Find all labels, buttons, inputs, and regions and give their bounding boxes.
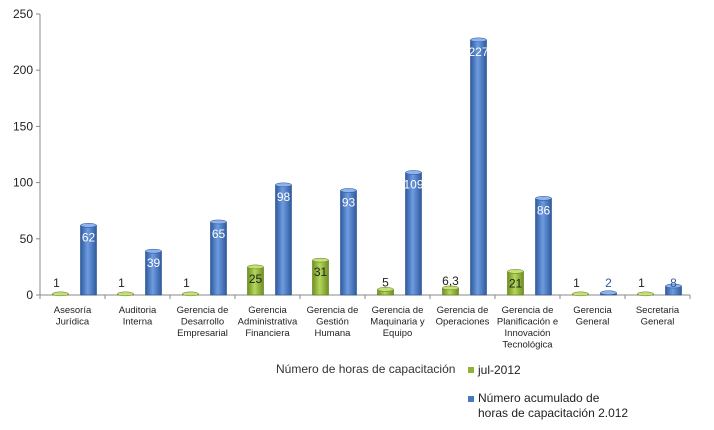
x-category-label: Asesoría Jurídica (54, 305, 92, 328)
x-category-label: Gerencia de Gestión Humana (307, 305, 359, 339)
bar-cap (637, 291, 654, 297)
bar-cap (52, 291, 69, 297)
bar-cap (665, 283, 682, 289)
legend-swatch-jul-2012 (468, 367, 474, 373)
y-tick-label: 250 (13, 7, 33, 21)
data-label: 39 (147, 256, 161, 270)
x-category-label: Gerencia de Maquinaria y Equipo (370, 305, 425, 339)
bar-cap (80, 223, 97, 228)
bar-cap (145, 248, 162, 254)
x-category-label: Auditoria Interna (119, 305, 157, 328)
data-label: 31 (314, 265, 328, 279)
bar-cap (535, 196, 552, 201)
bar-cap (600, 290, 617, 296)
chart-bars (52, 37, 682, 297)
x-category-label: Gerencia General (573, 305, 612, 328)
bar-cap (117, 291, 134, 297)
y-tick-label: 200 (13, 63, 33, 77)
data-label: 1 (573, 276, 580, 290)
data-label: 93 (342, 195, 356, 209)
x-category-label: Secretaria General (636, 305, 680, 328)
legend-label-jul-2012: jul-2012 (477, 363, 521, 377)
bar-cap (275, 182, 292, 188)
data-label: 1 (53, 276, 60, 290)
data-label: 65 (212, 227, 226, 241)
bar-cap (572, 291, 589, 297)
x-category-label: Gerencia de Planificación e Innovación Tecn… (497, 305, 558, 351)
bar-cap (182, 291, 199, 297)
bar-cap (210, 219, 227, 225)
y-tick-label: 100 (13, 176, 33, 190)
data-label: 62 (82, 230, 96, 244)
data-label: 2 (605, 276, 612, 290)
legend-title: Número de horas de capacitación (276, 362, 455, 376)
data-label: 98 (277, 190, 291, 204)
legend-label-acumulado: Número acumulado de horas de capacitación… (478, 391, 628, 420)
y-tick-label: 0 (26, 288, 33, 302)
bar-cap (470, 37, 487, 43)
x-category-label: Gerencia Administrativa Financiera (238, 305, 298, 339)
data-label: 1 (183, 276, 190, 290)
data-label: 21 (509, 276, 523, 290)
chart-axes: 0 50 100 150 200 250 Asesoría Jurídica Auditoria… (13, 7, 691, 351)
data-label: 86 (537, 203, 551, 217)
chart-labels: 1 1 1 25 31 5 6,3 21 1 1 62 39 65 98 93 109 227 86 2 8 (53, 45, 677, 291)
data-label: 6,3 (442, 274, 459, 288)
data-label: 8 (670, 276, 677, 290)
bar-cap (340, 188, 357, 193)
data-label: 5 (382, 275, 389, 289)
data-label: 25 (249, 272, 263, 286)
data-label: 227 (468, 45, 488, 59)
bar-cap (377, 287, 394, 292)
y-tick-label: 50 (20, 232, 34, 246)
chart-legend: Número de horas de capacitación jul-2012 N… (276, 362, 628, 420)
data-label: 109 (403, 177, 423, 191)
bar-acumulado-6 (470, 39, 487, 296)
y-tick-label: 150 (13, 119, 33, 133)
bar-cap (247, 264, 264, 270)
data-label: 1 (118, 276, 125, 290)
legend-swatch-acumulado (468, 396, 474, 402)
data-label: 1 (638, 276, 645, 290)
bar-cap (442, 285, 459, 291)
x-category-label: Gerencia de Operaciones (436, 305, 490, 328)
bar-cap (312, 257, 329, 263)
bar-cap (405, 170, 422, 175)
x-category-label: Gerencia de Desarrollo Empresarial (177, 305, 229, 339)
bar-cap (507, 269, 524, 274)
